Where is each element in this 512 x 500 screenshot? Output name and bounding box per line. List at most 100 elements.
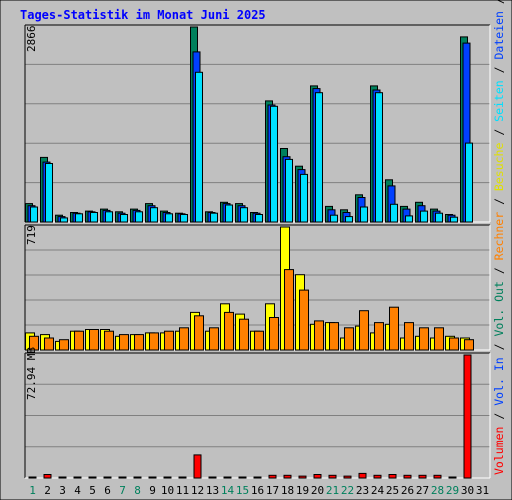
bar-volume-day-21 [328, 474, 337, 479]
bar-seiten-day-4 [75, 213, 83, 223]
day-label-4: 4 [74, 484, 81, 497]
day-label-26: 26 [401, 484, 414, 497]
day-label-31: 31 [476, 484, 489, 497]
bar-rechner-day-5 [89, 329, 99, 351]
day-label-10: 10 [161, 484, 174, 497]
bar-volume-day-18 [283, 474, 292, 479]
day-label-15: 15 [236, 484, 249, 497]
legend-part-11: / [492, 60, 506, 81]
bar-volume-day-11 [178, 476, 187, 479]
bar-volume-day-3 [58, 476, 67, 479]
bar-volume-day-23 [358, 472, 367, 479]
bar-volume-day-7 [118, 476, 127, 479]
bar-seiten-day-24 [375, 92, 383, 223]
volume-max-label: 72.94 MB [25, 347, 38, 400]
bar-seiten-day-27 [420, 210, 428, 223]
bar-rechner-day-27 [419, 327, 429, 351]
day-label-30: 30 [461, 484, 474, 497]
bar-seiten-day-5 [90, 212, 98, 223]
bar-volume-day-19 [298, 475, 307, 479]
bar-volume-day-25 [388, 474, 397, 479]
legend-part-8: Besuche [492, 143, 506, 192]
legend-part-6: Rechner [492, 212, 506, 261]
bar-volume-day-22 [343, 475, 352, 479]
day-label-19: 19 [296, 484, 309, 497]
bar-seiten-day-19 [300, 173, 308, 223]
bar-seiten-day-21 [330, 214, 338, 223]
bar-rechner-day-12 [194, 315, 204, 351]
day-label-7: 7 [119, 484, 126, 497]
bar-seiten-day-18 [285, 158, 293, 223]
legend-part-9: / [492, 122, 506, 143]
day-label-22: 22 [341, 484, 354, 497]
visits-max-label: 719 [25, 225, 38, 245]
bar-rechner-day-19 [299, 289, 309, 351]
bar-seiten-day-23 [360, 206, 368, 223]
bar-volume-day-15 [238, 476, 247, 479]
day-label-11: 11 [176, 484, 189, 497]
day-label-27: 27 [416, 484, 429, 497]
day-label-14: 14 [221, 484, 235, 497]
requests-panel [24, 24, 491, 223]
visits-panel [24, 224, 491, 351]
legend-part-10: Seiten [492, 80, 506, 122]
bar-rechner-day-20 [314, 320, 324, 351]
bar-volume-day-24 [373, 474, 382, 479]
bar-volume-day-29 [448, 476, 457, 479]
bar-volume-day-13 [208, 476, 217, 479]
bar-rechner-day-28 [434, 327, 444, 351]
bar-rechner-day-6 [104, 330, 114, 351]
bar-volume-day-17 [268, 474, 277, 479]
bar-seiten-day-12 [195, 71, 203, 223]
bar-rechner-day-7 [119, 334, 129, 351]
day-label-5: 5 [89, 484, 96, 497]
day-label-25: 25 [386, 484, 399, 497]
bar-volume-day-5 [88, 476, 97, 479]
bar-volume-day-6 [103, 476, 112, 479]
bar-rechner-day-10 [164, 330, 174, 351]
bar-seiten-day-10 [165, 213, 173, 223]
bar-rechner-day-13 [209, 327, 219, 351]
day-label-24: 24 [371, 484, 385, 497]
bar-volume-day-26 [403, 474, 412, 479]
day-label-13: 13 [206, 484, 219, 497]
day-label-12: 12 [191, 484, 204, 497]
day-label-17: 17 [266, 484, 279, 497]
bar-volume-day-10 [163, 476, 172, 479]
bar-rechner-day-26 [404, 322, 414, 351]
bar-seiten-day-29 [450, 216, 458, 223]
bar-rechner-day-23 [359, 310, 369, 351]
bar-rechner-day-11 [179, 327, 189, 351]
bar-volume-day-2 [43, 474, 52, 479]
bar-volume-day-1 [28, 476, 37, 479]
panel-area [25, 25, 490, 222]
bar-volume-day-14 [223, 476, 232, 479]
bar-seiten-day-3 [60, 217, 68, 223]
bar-rechner-day-9 [149, 332, 159, 351]
bar-volume-day-4 [73, 476, 82, 479]
day-label-8: 8 [134, 484, 141, 497]
bar-seiten-day-2 [45, 163, 53, 223]
bar-volume-day-20 [313, 474, 322, 479]
bar-rechner-day-18 [284, 269, 294, 351]
bar-seiten-day-9 [150, 207, 158, 223]
bar-seiten-day-11 [180, 214, 188, 223]
bar-rechner-day-25 [389, 306, 399, 351]
bar-volume-day-27 [418, 474, 427, 479]
day-label-1: 1 [29, 484, 36, 497]
legend-part-13: / [492, 0, 506, 11]
bar-rechner-day-22 [344, 327, 354, 351]
requests-max-label: 2866 [25, 26, 38, 53]
bar-seiten-day-30 [465, 142, 473, 223]
day-label-3: 3 [59, 484, 66, 497]
legend-part-12: Dateien [492, 11, 506, 59]
volume-panel [24, 352, 491, 479]
bar-seiten-day-20 [315, 92, 323, 223]
bar-rechner-day-1 [29, 335, 39, 351]
legend-part-2: Vol. In [492, 357, 506, 405]
bar-seiten-day-17 [270, 105, 278, 223]
legend-part-7: / [492, 191, 506, 212]
bar-volume-day-28 [433, 474, 442, 479]
bar-rechner-day-30 [464, 339, 474, 351]
legend-right: Volumen / Vol. In / Vol. Out / Rechner /… [492, 0, 506, 475]
